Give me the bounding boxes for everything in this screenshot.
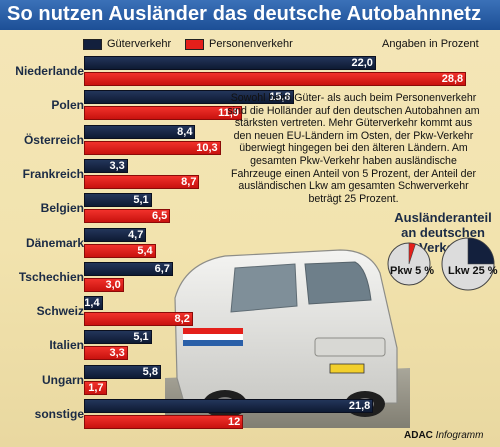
category-label: Polen — [51, 98, 84, 113]
value-label-goods: 4,7 — [128, 228, 144, 241]
bar-goods — [84, 296, 103, 311]
value-label-passenger: 1,7 — [88, 381, 104, 394]
bar-passenger — [84, 346, 128, 361]
legend-goods-swatch — [83, 39, 102, 50]
value-label-passenger: 10,3 — [196, 141, 218, 154]
pie-pkw-slice — [408, 242, 416, 265]
pie-pkw — [387, 242, 431, 286]
bar-passenger — [84, 72, 467, 86]
value-label-passenger: 3,0 — [105, 278, 121, 291]
bar-goods — [84, 261, 173, 276]
legend-goods-label: Güterverkehr — [107, 38, 172, 50]
category-label: Österreich — [23, 132, 84, 147]
category-label: Niederlande — [15, 64, 84, 78]
value-label-goods: 15,8 — [269, 91, 291, 104]
pie-pkw-label: Pkw 5 % — [390, 265, 435, 277]
unit-note: Angaben in Prozent — [382, 38, 479, 50]
value-label-goods: 22,0 — [351, 57, 373, 69]
explanation-text: Sowohl beim Güter- als auch beim Persone… — [227, 92, 480, 205]
legend-passenger-swatch — [185, 39, 204, 50]
pie-lkw-slice — [467, 237, 495, 265]
value-label-goods: 6,7 — [154, 262, 170, 275]
category-label: Ungarn — [42, 372, 84, 387]
value-label-goods: 3,3 — [109, 159, 125, 172]
pie-lkw-label: Lkw 25 % — [448, 265, 498, 277]
brand-name: ADAC — [404, 430, 433, 441]
category-label: Italien — [49, 338, 84, 353]
bar-goods — [84, 399, 374, 413]
value-label-passenger: 12 — [227, 416, 241, 428]
bar-passenger — [84, 174, 200, 189]
bar-passenger — [84, 312, 193, 327]
title-bar: So nutzen Ausländer das deutsche Autobah… — [0, 0, 500, 30]
value-label-passenger: 6,5 — [151, 210, 168, 223]
bar-passenger — [84, 380, 107, 395]
value-label-goods: 5,8 — [142, 365, 158, 378]
category-label: Frankreich — [22, 166, 84, 181]
value-label-goods: 1,4 — [84, 297, 100, 310]
brand-suffix: Infogramm — [435, 430, 484, 441]
value-label-passenger: 5,4 — [137, 244, 153, 257]
value-label-passenger: 3,3 — [109, 347, 125, 360]
legend-passenger-label: Personenverkehr — [209, 38, 293, 50]
value-label-goods: 5,1 — [133, 331, 149, 344]
category-label: sonstige — [34, 407, 84, 421]
value-label-goods: 8,4 — [177, 125, 193, 138]
chart-title: So nutzen Ausländer das deutsche Autobah… — [7, 3, 482, 25]
bar-passenger — [84, 106, 242, 121]
bar-goods — [84, 193, 152, 208]
bar-goods — [84, 364, 161, 379]
bar-goods — [84, 227, 147, 242]
value-label-goods: 5,1 — [133, 194, 149, 207]
value-label-passenger: 8,7 — [181, 175, 197, 188]
value-label-passenger: 11,9 — [218, 107, 239, 120]
bar-passenger — [84, 415, 244, 429]
pie-lkw — [441, 237, 495, 291]
category-label: Dänemark — [25, 235, 84, 250]
value-label-passenger: 28,8 — [441, 73, 464, 85]
bar-passenger — [84, 209, 171, 224]
category-label: Belgien — [40, 201, 84, 216]
bar-goods — [84, 90, 294, 105]
category-label: Schweiz — [36, 304, 84, 319]
brand: ADAC Infogramm — [404, 430, 483, 441]
bar-goods — [84, 56, 376, 70]
bar-passenger — [84, 140, 221, 155]
bar-goods — [84, 158, 128, 173]
bar-goods — [84, 124, 196, 139]
bar-passenger — [84, 243, 156, 258]
category-label: Tschechien — [18, 269, 84, 284]
bar-goods — [84, 330, 152, 345]
value-label-passenger: 8,2 — [174, 313, 190, 326]
bar-passenger — [84, 277, 124, 292]
value-label-goods: 21,8 — [348, 400, 371, 412]
van-illustration — [165, 249, 410, 428]
